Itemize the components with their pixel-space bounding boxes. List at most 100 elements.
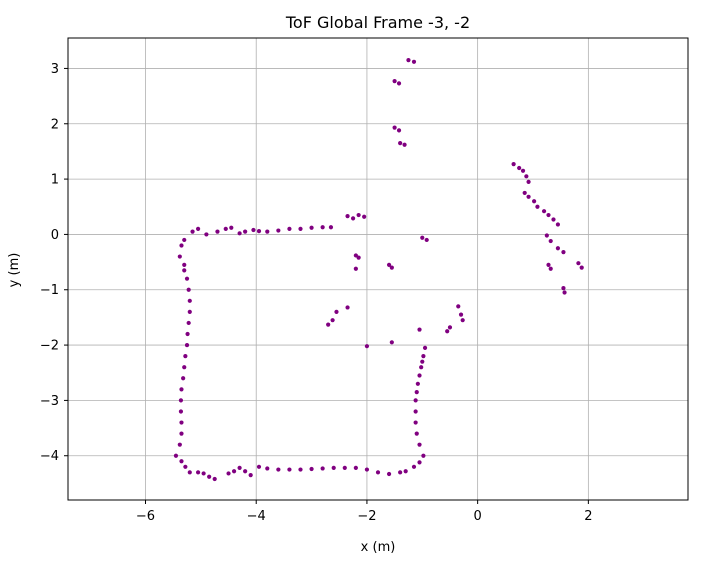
data-point xyxy=(287,226,292,231)
data-point xyxy=(186,287,191,292)
data-point xyxy=(511,162,516,167)
data-point xyxy=(182,365,187,370)
scatter-points xyxy=(173,58,584,482)
data-point xyxy=(182,237,187,243)
data-point xyxy=(386,471,392,477)
data-point xyxy=(561,250,566,255)
data-point xyxy=(422,345,428,350)
data-point xyxy=(276,228,281,233)
data-point xyxy=(186,320,191,326)
data-point xyxy=(185,331,190,337)
x-axis-label: x (m) xyxy=(361,540,396,555)
data-point xyxy=(517,165,522,171)
data-point xyxy=(179,431,184,436)
data-point xyxy=(179,459,184,464)
data-point xyxy=(402,142,407,147)
y-tick-label: 1 xyxy=(51,173,59,188)
data-point xyxy=(342,465,347,471)
data-point xyxy=(173,453,179,458)
data-point xyxy=(526,179,531,184)
data-point xyxy=(522,190,527,196)
data-point xyxy=(396,81,402,86)
data-point xyxy=(223,226,228,231)
y-tick-label: −1 xyxy=(40,283,59,298)
data-point xyxy=(541,209,547,214)
grid-lines xyxy=(68,38,688,500)
data-point xyxy=(414,390,419,395)
data-point xyxy=(398,470,403,475)
data-point xyxy=(231,469,237,474)
data-point xyxy=(524,174,529,179)
data-point xyxy=(178,398,184,403)
data-point xyxy=(421,453,426,458)
data-point xyxy=(520,168,526,173)
data-point xyxy=(298,467,303,472)
data-point xyxy=(555,246,561,251)
data-point xyxy=(184,342,190,348)
data-point xyxy=(546,212,551,218)
plot-area-frame xyxy=(67,37,689,501)
y-tick-label: 3 xyxy=(51,62,59,77)
data-point xyxy=(415,381,420,386)
data-point xyxy=(226,471,231,476)
data-point xyxy=(309,466,314,472)
data-point xyxy=(248,473,253,478)
data-point xyxy=(237,231,242,236)
data-point xyxy=(579,265,584,270)
data-point xyxy=(406,58,411,63)
x-tick-label: −2 xyxy=(357,509,376,524)
data-point xyxy=(403,469,408,474)
data-point xyxy=(445,329,450,334)
data-point xyxy=(256,228,262,234)
data-point xyxy=(243,229,248,234)
data-point xyxy=(356,212,361,218)
data-point xyxy=(460,318,465,323)
data-point xyxy=(375,470,381,475)
data-point xyxy=(417,442,422,447)
x-tick-label: 0 xyxy=(474,509,482,524)
x-axis-ticks: −6 −4 −2 0 2 xyxy=(136,500,592,524)
data-point xyxy=(190,229,195,234)
data-point xyxy=(526,194,531,199)
data-point xyxy=(417,373,422,378)
data-point xyxy=(187,298,192,303)
data-point xyxy=(411,59,417,64)
data-point xyxy=(413,398,418,403)
data-point xyxy=(201,471,206,476)
data-point xyxy=(195,226,201,231)
data-point xyxy=(183,354,188,359)
data-point xyxy=(456,304,461,309)
data-point xyxy=(389,265,394,270)
data-point xyxy=(424,237,429,243)
data-point xyxy=(548,266,553,271)
data-point xyxy=(413,420,418,425)
data-point xyxy=(420,235,425,240)
data-point xyxy=(548,238,553,244)
data-point xyxy=(356,255,361,260)
data-point xyxy=(330,318,335,323)
data-point xyxy=(251,227,256,233)
data-point xyxy=(265,466,270,471)
data-point xyxy=(237,465,242,471)
data-point xyxy=(392,79,397,84)
data-point xyxy=(544,233,549,238)
data-point xyxy=(364,344,370,349)
data-point xyxy=(421,354,426,359)
data-point xyxy=(229,225,234,230)
data-point xyxy=(411,464,417,469)
x-tick-label: 2 xyxy=(584,509,592,524)
data-point xyxy=(353,266,358,271)
data-point xyxy=(447,325,453,330)
data-point xyxy=(350,216,356,221)
data-point xyxy=(215,229,220,234)
data-point xyxy=(535,204,540,209)
data-point xyxy=(562,290,567,295)
data-point xyxy=(256,464,262,469)
data-point xyxy=(212,476,217,482)
data-point xyxy=(179,387,184,392)
data-point xyxy=(396,128,402,133)
data-point xyxy=(309,225,314,230)
data-point xyxy=(362,214,367,219)
data-point xyxy=(414,431,419,436)
